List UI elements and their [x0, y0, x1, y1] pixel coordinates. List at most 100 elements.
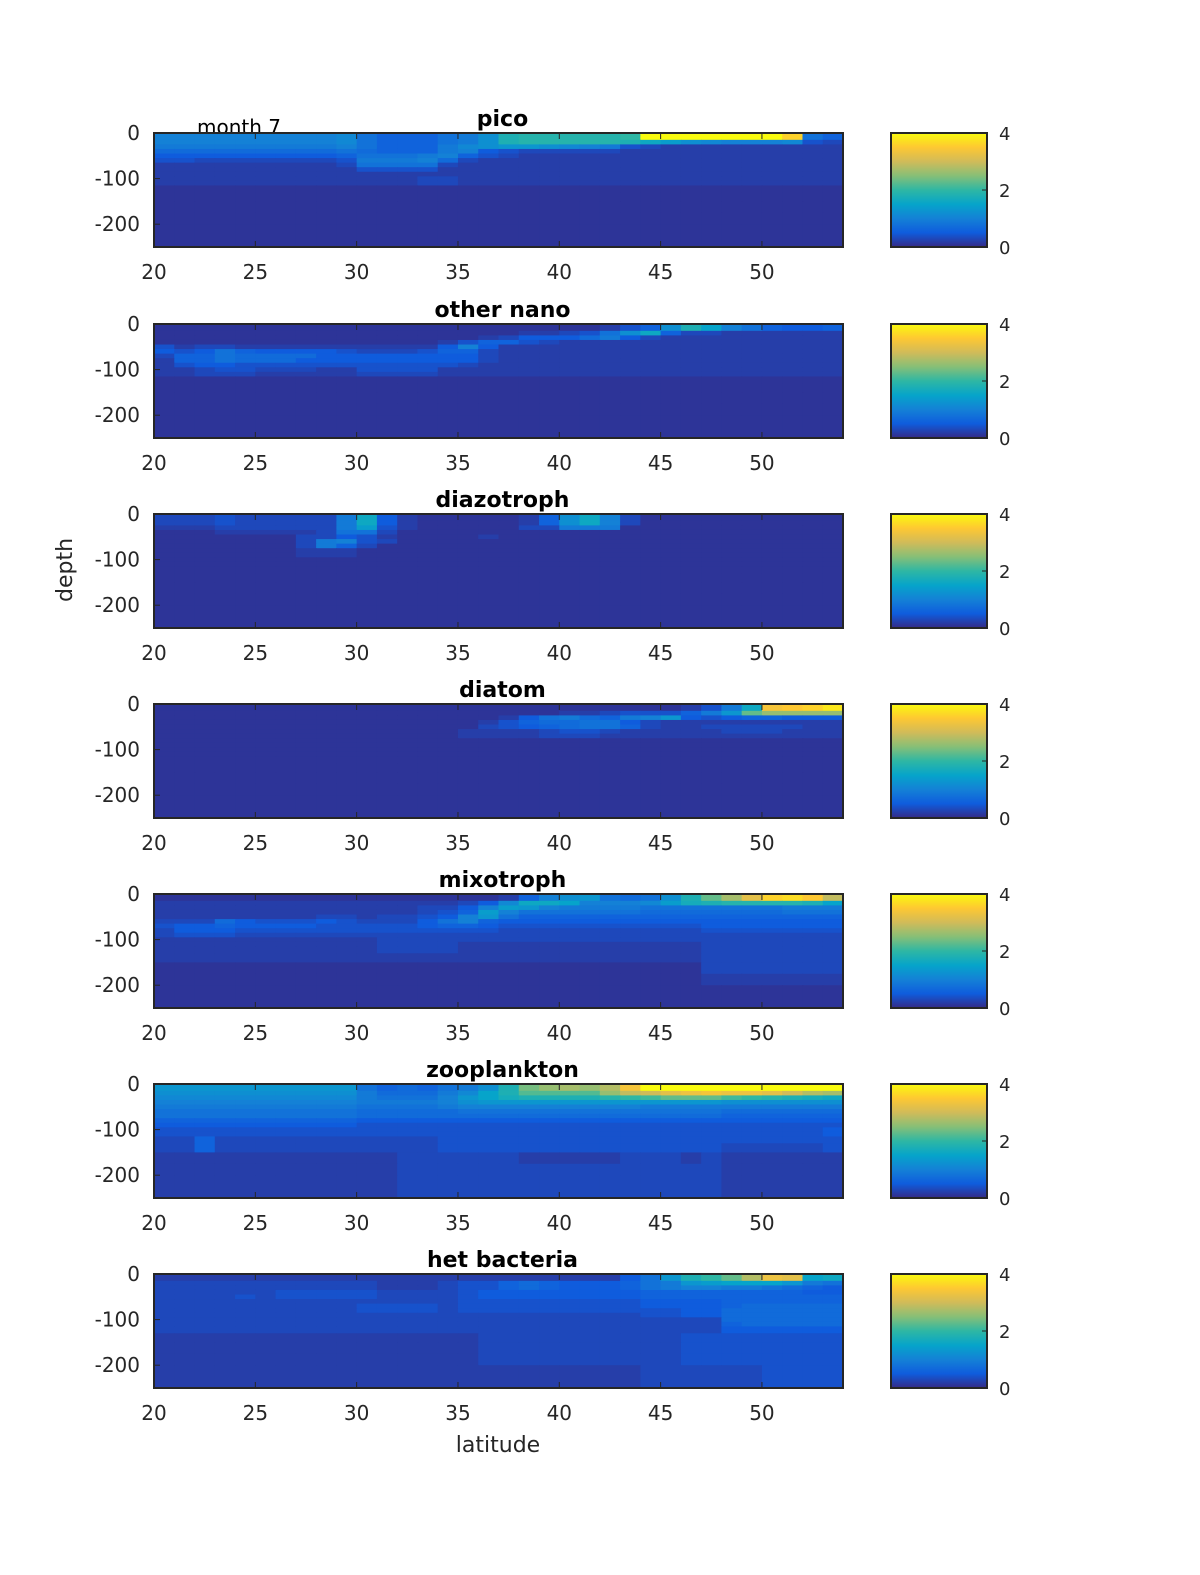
heatmap-cell	[235, 747, 256, 753]
heatmap-cell	[782, 733, 804, 739]
heatmap-cell	[660, 201, 682, 214]
heatmap-cell	[457, 795, 479, 819]
heatmap-cell	[457, 1084, 479, 1087]
heatmap-cell	[721, 529, 743, 536]
heatmap-cell	[295, 158, 317, 164]
heatmap-cell	[457, 180, 479, 187]
heatmap-cell	[539, 973, 560, 986]
heatmap-cell	[640, 529, 662, 536]
heatmap-cell	[741, 148, 763, 155]
heatmap-cell	[437, 153, 459, 159]
heatmap-cell	[316, 520, 337, 526]
heatmap-cell	[761, 1285, 783, 1291]
heatmap-cell	[457, 738, 479, 744]
heatmap-cell	[680, 548, 702, 554]
heatmap-cell	[741, 1317, 763, 1323]
heatmap-cell	[539, 751, 560, 758]
heatmap-cell	[761, 582, 783, 595]
heatmap-cell	[255, 176, 277, 182]
heatmap-cell	[822, 525, 844, 531]
heatmap-cell	[640, 1312, 662, 1318]
heatmap-cell	[822, 985, 844, 1009]
heatmap-cell	[316, 1104, 337, 1110]
heatmap-cell	[478, 353, 500, 359]
heatmap-cell	[194, 724, 216, 730]
heatmap-cell	[721, 1118, 743, 1124]
heatmap-cell	[417, 1084, 439, 1087]
heatmap-cell	[336, 367, 358, 373]
heatmap-cells	[154, 133, 844, 248]
heatmap-cell	[640, 1342, 662, 1355]
heatmap-cell	[316, 534, 337, 540]
heatmap-cell	[660, 706, 682, 712]
heatmap-cell	[802, 932, 824, 938]
heatmap-cell	[295, 153, 317, 159]
heatmap-cell	[599, 704, 621, 707]
heatmap-cell	[295, 724, 317, 730]
heatmap-cell	[680, 729, 702, 735]
heatmap-cell	[397, 724, 419, 730]
heatmap-cell	[417, 330, 439, 336]
heatmap-cell	[478, 376, 500, 384]
heatmap-cell	[539, 706, 560, 712]
heatmap-cell	[174, 525, 196, 531]
heatmap-cell	[761, 1175, 783, 1199]
heatmap-cell	[721, 392, 743, 405]
heatmap-cell	[437, 763, 459, 773]
heatmap-cell	[579, 392, 601, 405]
heatmap-cell	[194, 973, 216, 986]
heatmap-cell	[457, 715, 479, 721]
heatmap-cell	[397, 1333, 419, 1343]
heatmap-cell	[275, 371, 297, 378]
heatmap-cell	[154, 1326, 175, 1334]
heatmap-cell	[579, 1294, 601, 1300]
heatmap-cell	[295, 335, 317, 341]
heatmap-cell	[174, 335, 196, 341]
heatmap-cell	[336, 403, 358, 416]
heatmap-cell	[761, 335, 783, 341]
heatmap-cell	[721, 144, 743, 150]
heatmap-cell	[316, 729, 337, 735]
heatmap-cell	[721, 1280, 743, 1286]
heatmap-cell	[518, 1326, 540, 1334]
heatmap-cell	[417, 171, 439, 177]
colorbar-tick-label: 4	[999, 1265, 1010, 1286]
heatmap-cell	[802, 1090, 824, 1096]
heatmap-cell	[559, 543, 581, 549]
heatmap-cell	[336, 582, 358, 595]
heatmap-cell	[194, 894, 216, 897]
heatmap-cell	[599, 344, 621, 350]
heatmap-cell	[154, 937, 175, 943]
heatmap-cell	[701, 1175, 723, 1199]
heatmap-cell	[579, 171, 601, 177]
heatmap-cell	[316, 192, 337, 202]
heatmap-cell	[518, 192, 540, 202]
heatmap-cell	[822, 561, 844, 568]
heatmap-cell	[417, 153, 439, 159]
heatmap-cell	[640, 543, 662, 549]
heatmap-cell	[640, 525, 662, 531]
heatmap-cell	[761, 543, 783, 549]
heatmap-cell	[336, 1095, 358, 1101]
heatmap-cell	[761, 1280, 783, 1286]
heatmap-cell	[701, 953, 723, 963]
heatmap-cell	[579, 1274, 601, 1277]
heatmap-cell	[761, 212, 783, 225]
heatmap-cell	[518, 1276, 540, 1282]
heatmap-cell	[154, 704, 175, 707]
heatmap-cell	[498, 1143, 520, 1153]
heatmap-cell	[174, 566, 196, 574]
heatmap-cell	[478, 344, 500, 350]
x-tick-label: 20	[141, 1401, 166, 1425]
heatmap-cell	[741, 362, 763, 368]
heatmap-cell	[154, 514, 175, 517]
heatmap-cell	[701, 985, 723, 1009]
heatmap-cell	[154, 358, 175, 364]
heatmap-cell	[599, 894, 621, 897]
heatmap-cell	[559, 185, 581, 193]
heatmap-cell	[701, 1276, 723, 1282]
heatmap-cell	[356, 1109, 378, 1115]
heatmap-cell	[235, 367, 256, 373]
heatmap-cell	[417, 162, 439, 168]
heatmap-cell	[721, 1109, 743, 1115]
